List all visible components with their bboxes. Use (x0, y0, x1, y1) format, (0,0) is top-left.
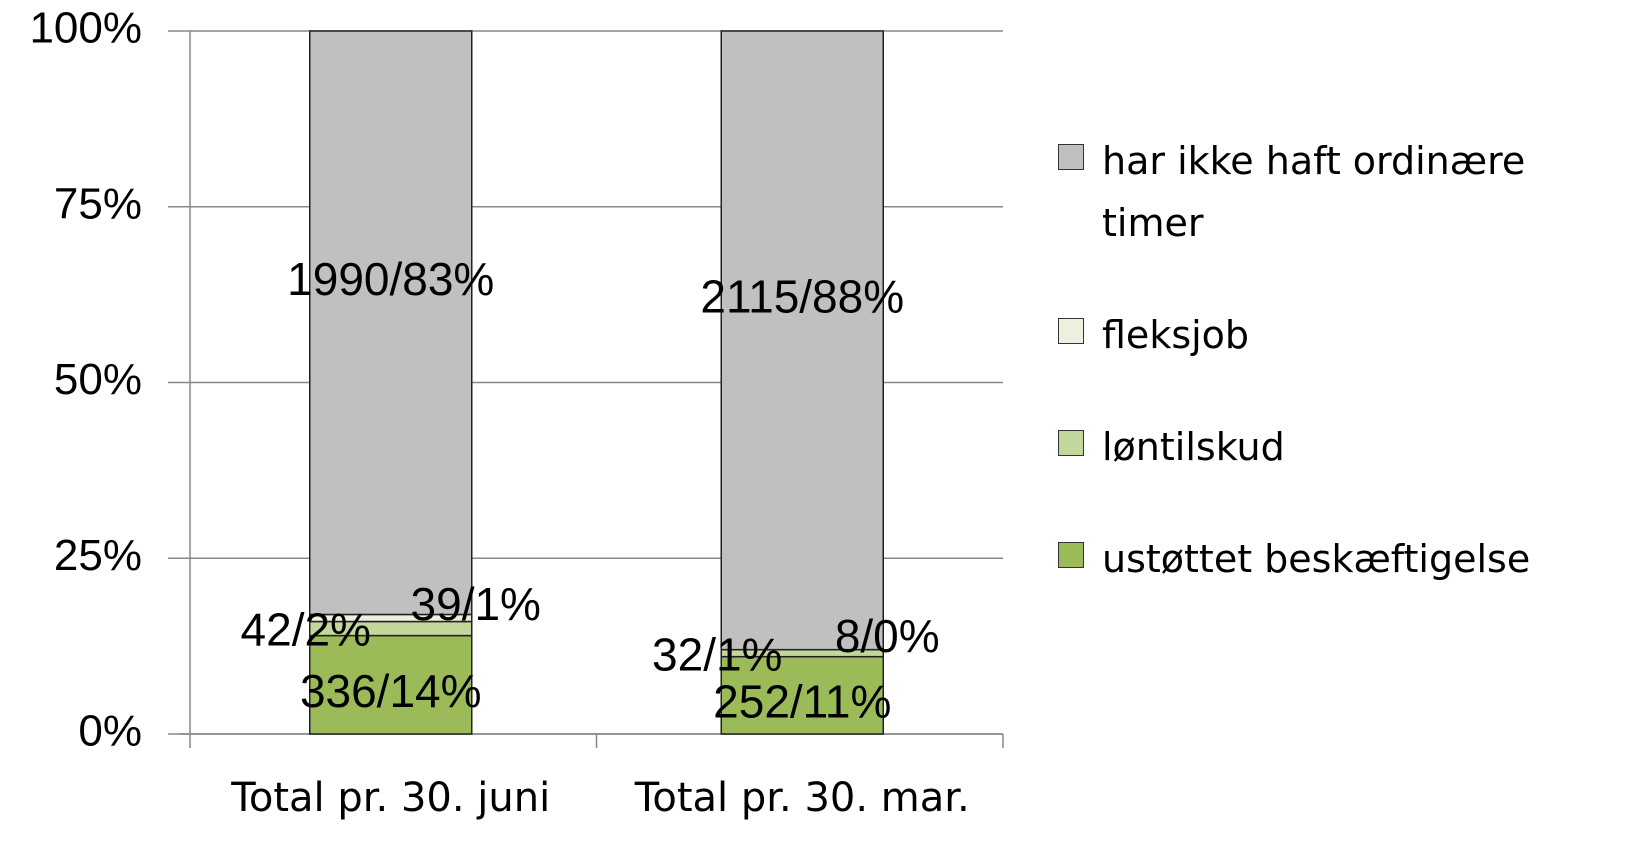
chart: 0% 25% 50% 75% 100% Total pr. 30. juni Total p… (29, 4, 1004, 821)
legend-swatch (1058, 430, 1084, 456)
bar-segment (720, 655, 884, 735)
legend-swatch (1058, 144, 1084, 170)
bar-segment (309, 30, 473, 616)
legend-item: fleksjob (1058, 304, 1578, 366)
x-tick-label: Total pr. 30. juni (230, 775, 550, 821)
data-label: 42/2% (241, 604, 371, 656)
y-tick-label: 0% (78, 707, 142, 756)
x-tick-label: Total pr. 30. mar. (634, 775, 970, 821)
y-tick-label: 100% (29, 4, 142, 53)
bar-segment (309, 634, 473, 735)
legend: har ikke haft ordinære timer fleksjob lønt… (1058, 130, 1578, 640)
bar-segment (720, 30, 884, 651)
y-tick-label: 25% (54, 531, 142, 580)
data-label: 32/1% (652, 628, 782, 680)
data-label: 252/11% (713, 675, 891, 727)
legend-label: ustøttet beskæftigelse (1102, 537, 1531, 581)
legend-item: løntilskud (1058, 416, 1578, 478)
data-label: 1990/83% (287, 253, 494, 305)
legend-swatch (1058, 318, 1084, 344)
legend-swatch (1058, 542, 1084, 568)
data-label: 8/0% (835, 610, 940, 662)
data-label: 2115/88% (700, 270, 904, 322)
legend-item: har ikke haft ordinære timer (1058, 130, 1578, 254)
legend-item: ustøttet beskæftigelse (1058, 528, 1578, 590)
data-label: 39/1% (411, 578, 541, 630)
y-tick-label: 50% (54, 355, 142, 404)
legend-label: har ikke haft ordinære timer (1102, 139, 1526, 245)
legend-label: fleksjob (1102, 313, 1250, 357)
y-tick-label: 75% (54, 179, 142, 228)
legend-label: løntilskud (1102, 425, 1285, 469)
data-label: 336/14% (300, 665, 482, 717)
